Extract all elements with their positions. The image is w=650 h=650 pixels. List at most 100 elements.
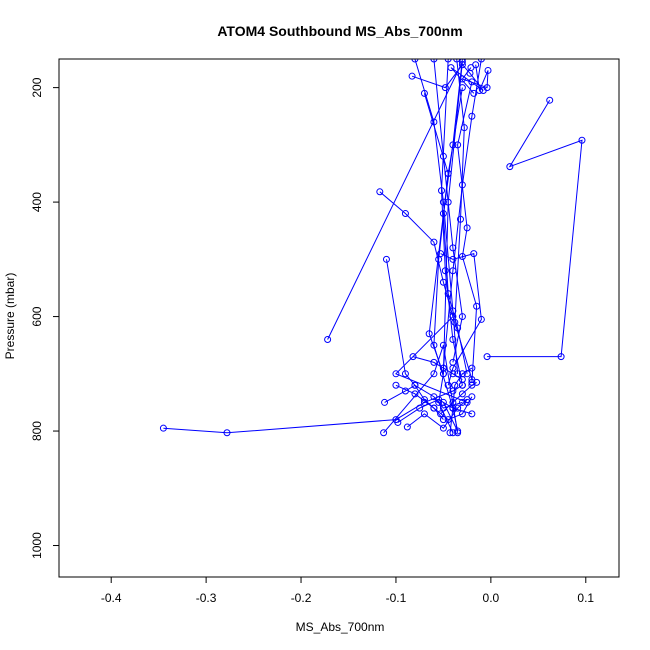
data-point-10-0	[381, 398, 389, 406]
data-point-21-4	[458, 381, 466, 389]
data-point-1-3	[483, 84, 491, 92]
data-point-5-2	[463, 224, 471, 232]
data-point-13-2	[439, 424, 447, 432]
data-point-7-2	[425, 330, 433, 338]
data-point-0-6	[470, 89, 478, 97]
data-point-2-3	[557, 353, 565, 361]
data-point-22-1	[468, 112, 476, 120]
data-point-3-5	[392, 370, 400, 378]
data-point-10-4	[439, 404, 447, 412]
x-tick-label-4: 0.0	[483, 591, 500, 605]
data-point-1-5	[467, 64, 475, 72]
series-24	[451, 59, 476, 384]
data-point-0-1	[441, 84, 449, 92]
series-line-3	[379, 191, 468, 403]
data-point-16-0	[437, 410, 445, 418]
data-point-13-4	[463, 396, 471, 404]
data-point-5-1	[454, 141, 462, 149]
data-point-8-0	[382, 255, 390, 263]
x-tick-label-2: -0.2	[291, 591, 312, 605]
series-23	[411, 59, 462, 378]
data-point-6-3	[477, 315, 485, 323]
y-tick-label-2: 600	[30, 306, 44, 326]
data-point-18-1	[458, 59, 466, 66]
series-line-15	[449, 367, 473, 433]
data-point-15-0	[446, 429, 454, 437]
series-line-12	[397, 399, 473, 423]
y-axis: 200 400 600 800 1000	[30, 77, 59, 559]
data-point-20-4	[449, 358, 457, 366]
data-point-24-3	[451, 318, 459, 326]
data-point-6-1	[449, 255, 457, 263]
data-point-24-2	[456, 215, 464, 223]
data-point-18-3	[439, 370, 447, 378]
series-line-20	[433, 59, 463, 363]
data-point-18-0	[324, 335, 332, 343]
data-point-5-3	[458, 252, 466, 260]
series-line-24	[454, 59, 473, 380]
series-line-23	[414, 59, 459, 374]
data-point-24-0	[453, 59, 461, 63]
x-axis-label: MS_Abs_700nm	[296, 620, 385, 634]
data-point-17-1	[223, 429, 231, 437]
data-point-5-0	[468, 78, 476, 86]
data-point-16-1	[449, 398, 457, 406]
data-point-11-1	[411, 390, 419, 398]
series-13	[403, 396, 471, 432]
data-point-23-2	[439, 198, 447, 206]
data-point-23-0	[411, 59, 419, 63]
data-point-2-0	[546, 96, 554, 104]
data-point-21-0	[444, 59, 452, 63]
data-point-2-4	[483, 353, 491, 361]
data-point-8-5	[439, 416, 447, 424]
data-point-19-0	[458, 59, 466, 63]
data-point-6-4	[449, 364, 457, 372]
data-point-13-0	[403, 423, 411, 431]
data-point-6-5	[444, 381, 452, 389]
data-point-15-1	[449, 404, 457, 412]
data-point-6-0	[437, 250, 445, 258]
data-point-14-3	[454, 429, 462, 437]
data-point-3-2	[430, 238, 438, 246]
series-line-16	[440, 381, 477, 415]
data-point-15-3	[458, 370, 466, 378]
y-axis-label: Pressure (mbar)	[3, 273, 17, 360]
series-15	[446, 364, 476, 437]
data-point-21-3	[449, 335, 457, 343]
series-20	[430, 59, 466, 366]
data-point-0-5	[447, 64, 455, 72]
data-point-17-0	[159, 424, 167, 432]
data-point-22-4	[439, 364, 447, 372]
data-point-9-0	[409, 353, 417, 361]
data-point-2-2	[578, 136, 586, 144]
data-point-10-2	[411, 381, 419, 389]
data-point-17-2	[392, 416, 400, 424]
data-point-23-1	[430, 118, 438, 126]
data-point-16-2	[458, 390, 466, 398]
data-point-0-0	[408, 72, 416, 80]
data-point-14-2	[439, 341, 447, 349]
data-point-20-3	[458, 313, 466, 321]
data-point-20-0	[430, 59, 438, 63]
series-16	[437, 378, 481, 418]
series-2	[483, 96, 586, 361]
data-point-19-1	[449, 141, 457, 149]
series-line-5	[457, 81, 478, 383]
series-line-1	[461, 64, 489, 93]
plot-frame	[58, 58, 620, 578]
data-point-15-4	[468, 364, 476, 372]
data-point-15-2	[451, 381, 459, 389]
data-point-24-1	[460, 124, 468, 132]
data-point-5-4	[473, 302, 481, 310]
data-point-8-1	[401, 370, 409, 378]
data-point-19-2	[439, 210, 447, 218]
data-point-17-4	[449, 387, 457, 395]
x-tick-label-3: -0.1	[386, 591, 407, 605]
data-point-21-2	[441, 267, 449, 275]
series-line-13	[406, 399, 468, 429]
x-tick-label-0: -0.4	[101, 591, 122, 605]
chart-title: ATOM4 Southbound MS_Abs_700nm	[217, 23, 462, 39]
data-point-3-1	[401, 210, 409, 218]
